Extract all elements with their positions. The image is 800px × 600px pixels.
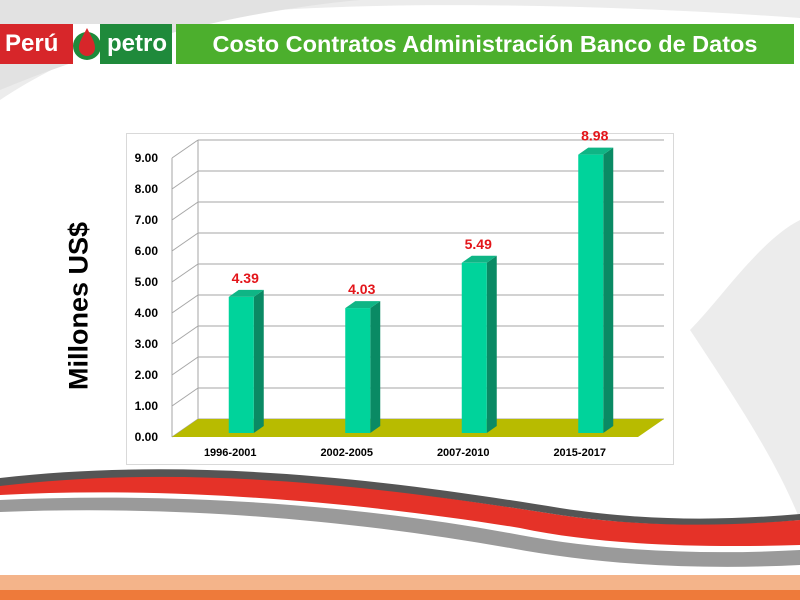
bar-top [228, 289, 264, 297]
bar [345, 308, 371, 433]
logo-red-block [0, 24, 73, 64]
grid-line-depth [171, 294, 199, 314]
oil-drop-icon [73, 28, 101, 60]
bar-top [578, 147, 614, 155]
bar-side [253, 289, 264, 433]
bar-side [603, 147, 614, 433]
y-tick-label: 3.00 [135, 337, 159, 351]
grid-line-depth [171, 356, 199, 376]
chart-floor [172, 419, 664, 437]
bar-top [461, 255, 497, 263]
data-label: 8.98 [581, 128, 608, 144]
y-tick-label: 1.00 [135, 399, 159, 413]
y-tick-label: 0.00 [135, 430, 159, 444]
logo-text-petro: petro [107, 30, 167, 57]
grid-line-depth [171, 263, 199, 283]
y-tick-label: 6.00 [135, 244, 159, 258]
x-tick-label: 1996-2001 [204, 447, 257, 459]
x-tick-label: 2015-2017 [553, 447, 606, 459]
title-bar: Costo Contratos Administración Banco de … [176, 24, 794, 64]
data-label: 4.39 [232, 270, 259, 286]
logo-text-peru: Perú [5, 30, 59, 57]
y-tick-label: 4.00 [135, 306, 159, 320]
grid-line-depth [171, 201, 199, 221]
logo-green-block [100, 24, 172, 64]
x-tick-label: 2002-2005 [320, 447, 373, 459]
y-tick-label: 9.00 [135, 151, 159, 165]
y-tick-label: 5.00 [135, 275, 159, 289]
grid-line-depth [171, 387, 199, 407]
bar-top [345, 301, 381, 309]
grid-line-depth [171, 232, 199, 252]
x-tick-label: 2007-2010 [437, 447, 490, 459]
bar [578, 154, 604, 433]
bar [228, 296, 254, 433]
y-tick-label: 7.00 [135, 213, 159, 227]
grid-line-depth [171, 170, 199, 190]
bar-side [370, 301, 381, 433]
grid-line-depth [171, 325, 199, 345]
y-tick-label: 8.00 [135, 182, 159, 196]
data-label: 5.49 [465, 236, 492, 252]
data-label: 4.03 [348, 281, 375, 297]
y-tick-label: 2.00 [135, 368, 159, 382]
page-title: Costo Contratos Administración Banco de … [212, 31, 758, 57]
grid-line-depth [171, 139, 199, 159]
peru-petro-logo: Perú petro [0, 24, 172, 64]
bar-side [486, 255, 497, 433]
bar [461, 262, 487, 433]
